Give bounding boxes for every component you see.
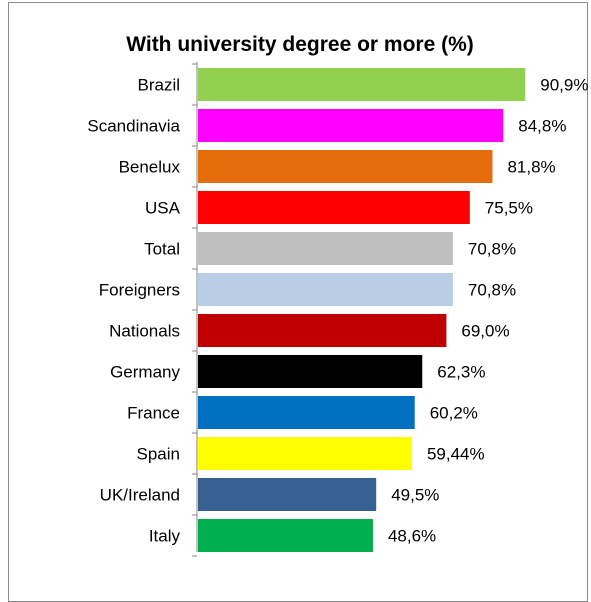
bar-total [198,232,453,265]
category-label: Germany [110,363,180,382]
value-label: 70,8% [468,281,516,300]
category-label: Scandinavia [87,117,180,136]
category-label: Benelux [119,158,181,177]
category-label: Spain [137,445,180,464]
bar-nationals [198,314,447,347]
category-label: Brazil [137,76,180,95]
category-label: Nationals [109,322,180,341]
value-label: 90,9% [540,76,588,95]
category-label: Italy [149,527,181,546]
value-label: 81,8% [507,158,555,177]
category-label: UK/Ireland [100,486,180,505]
category-label: Foreigners [99,281,180,300]
category-label: Total [144,240,180,259]
value-label: 60,2% [430,404,478,423]
chart-title: With university degree or more (%) [126,33,474,56]
bar-italy [198,519,373,552]
bar-france [198,396,415,429]
category-label: France [127,404,180,423]
bar-brazil [198,68,526,101]
bar-scandinavia [198,109,504,142]
category-label: USA [145,199,181,218]
category-axis [192,62,198,557]
value-label: 59,44% [427,445,485,464]
bar-foreigners [198,273,453,306]
bar-usa [198,191,470,224]
value-label: 84,8% [518,117,566,136]
bar-spain [198,437,412,470]
bars [198,68,526,552]
value-label: 49,5% [391,486,439,505]
value-label: 75,5% [485,199,533,218]
value-label: 48,6% [388,527,436,546]
value-label: 70,8% [468,240,516,259]
value-label: 69,0% [461,322,509,341]
bar-uk-ireland [198,478,377,511]
bar-benelux [198,150,493,183]
bar-chart: With university degree or more (%) Brazi… [87,33,588,557]
value-labels: 90,9% 84,8% 81,8% 75,5% 70,8% 70,8% 69,0% 62,3%… [388,76,588,546]
category-labels: Brazil Scandinavia Benelux USA Total Foreigne… [87,76,180,546]
bar-germany [198,355,423,388]
value-label: 62,3% [437,363,485,382]
